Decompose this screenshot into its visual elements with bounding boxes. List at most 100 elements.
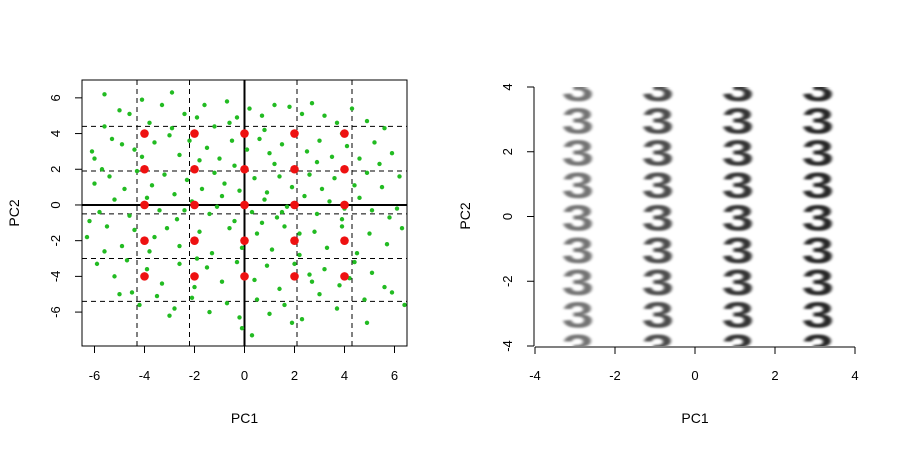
green-point xyxy=(104,224,110,229)
green-point xyxy=(307,272,312,277)
green-point xyxy=(299,111,305,117)
green-point xyxy=(382,126,387,131)
red-point xyxy=(240,200,249,210)
green-point xyxy=(312,229,317,234)
y-axis: -4 -2 0 2 4 xyxy=(500,83,535,352)
green-point xyxy=(339,224,345,229)
green-point xyxy=(329,154,335,159)
green-point xyxy=(134,168,140,174)
digit-glyph-grid: 3333333333333333333333333333333333333333… xyxy=(562,70,900,369)
y-tick-label: -4 xyxy=(48,271,63,283)
red-point xyxy=(340,129,349,138)
green-point xyxy=(282,302,287,308)
red-point xyxy=(240,164,249,174)
green-point xyxy=(159,102,165,108)
green-point xyxy=(279,209,285,215)
red-point xyxy=(190,164,199,174)
green-point xyxy=(307,172,312,177)
digit-glyph: 3 xyxy=(642,134,674,174)
y-tick-label: 0 xyxy=(500,213,515,220)
digit-glyph: 3 xyxy=(642,70,674,110)
green-point xyxy=(132,147,137,152)
green-point xyxy=(84,234,90,240)
green-point xyxy=(249,209,255,215)
x-tick-label: -6 xyxy=(89,368,101,383)
green-point xyxy=(132,227,137,233)
digit-glyph: 3 xyxy=(562,264,594,304)
green-point xyxy=(192,284,197,290)
green-point xyxy=(387,215,392,220)
green-point xyxy=(222,181,227,186)
green-point xyxy=(302,193,307,199)
green-point xyxy=(327,199,332,204)
green-point xyxy=(204,145,210,151)
green-point xyxy=(172,192,177,197)
green-point xyxy=(369,270,375,276)
green-point xyxy=(102,249,107,254)
red-point xyxy=(290,236,299,245)
green-point xyxy=(334,120,340,126)
digit-glyph: 3 xyxy=(722,167,754,207)
digit-glyph: 3 xyxy=(562,70,594,110)
green-point xyxy=(284,204,290,209)
digit-glyph: 3 xyxy=(562,199,594,239)
green-point xyxy=(232,218,237,224)
green-point xyxy=(369,208,375,213)
green-point xyxy=(357,156,362,161)
green-point xyxy=(279,142,285,147)
green-point xyxy=(269,247,275,252)
digit-glyph: 3 xyxy=(722,199,754,239)
digit-glyph: 3 xyxy=(802,70,834,110)
y-tick-label: 6 xyxy=(48,94,63,101)
y-axis: -6 -4 -2 0 2 4 6 xyxy=(48,94,82,318)
y-tick-label: 2 xyxy=(500,148,515,155)
digit-glyph: 3 xyxy=(802,134,834,174)
green-point xyxy=(154,293,160,299)
y-tick-label: -2 xyxy=(48,235,63,247)
green-point xyxy=(219,193,225,199)
digit-glyph: 3 xyxy=(882,167,900,207)
green-point xyxy=(197,229,202,234)
green-point xyxy=(177,152,182,158)
green-point xyxy=(272,161,277,167)
y-axis-title: PC2 xyxy=(6,199,22,226)
x-tick-label: 6 xyxy=(391,368,398,383)
digit-glyph: 3 xyxy=(802,167,834,207)
x-tick-label: 2 xyxy=(291,368,298,383)
green-point xyxy=(129,290,135,295)
green-point xyxy=(109,136,115,142)
green-point xyxy=(209,250,215,256)
scatter-panel: -6 -4 -2 0 2 4 6 -6 -4 -2 0 2 4 6 PC1 PC2 xyxy=(6,79,408,426)
green-point xyxy=(94,261,100,267)
red-point xyxy=(240,129,249,138)
red-point xyxy=(340,272,349,281)
green-point xyxy=(237,188,242,193)
green-point xyxy=(264,190,270,195)
green-point xyxy=(344,143,350,149)
green-point xyxy=(112,274,117,279)
green-point xyxy=(207,309,212,315)
y-tick-label: 2 xyxy=(48,166,63,173)
green-point xyxy=(219,279,225,284)
y-tick-label: -2 xyxy=(500,275,515,287)
green-point xyxy=(184,177,190,183)
digit-glyph: 3 xyxy=(642,264,674,304)
green-point xyxy=(234,115,240,120)
green-point xyxy=(332,175,337,181)
green-point xyxy=(187,138,192,143)
reference-lines xyxy=(82,80,407,346)
green-point xyxy=(334,306,340,311)
green-point xyxy=(319,186,325,192)
green-point xyxy=(224,300,230,306)
red-point xyxy=(290,164,299,174)
green-point xyxy=(92,181,97,186)
green-point xyxy=(89,149,95,154)
green-point xyxy=(267,150,272,156)
red-point xyxy=(190,129,199,138)
digit-glyph: 3 xyxy=(882,264,900,304)
y-tick-label: -6 xyxy=(48,306,63,318)
green-point xyxy=(372,140,377,145)
digit-glyph: 3 xyxy=(882,329,900,369)
red-point xyxy=(290,272,299,281)
digit-glyph: 3 xyxy=(642,102,674,142)
